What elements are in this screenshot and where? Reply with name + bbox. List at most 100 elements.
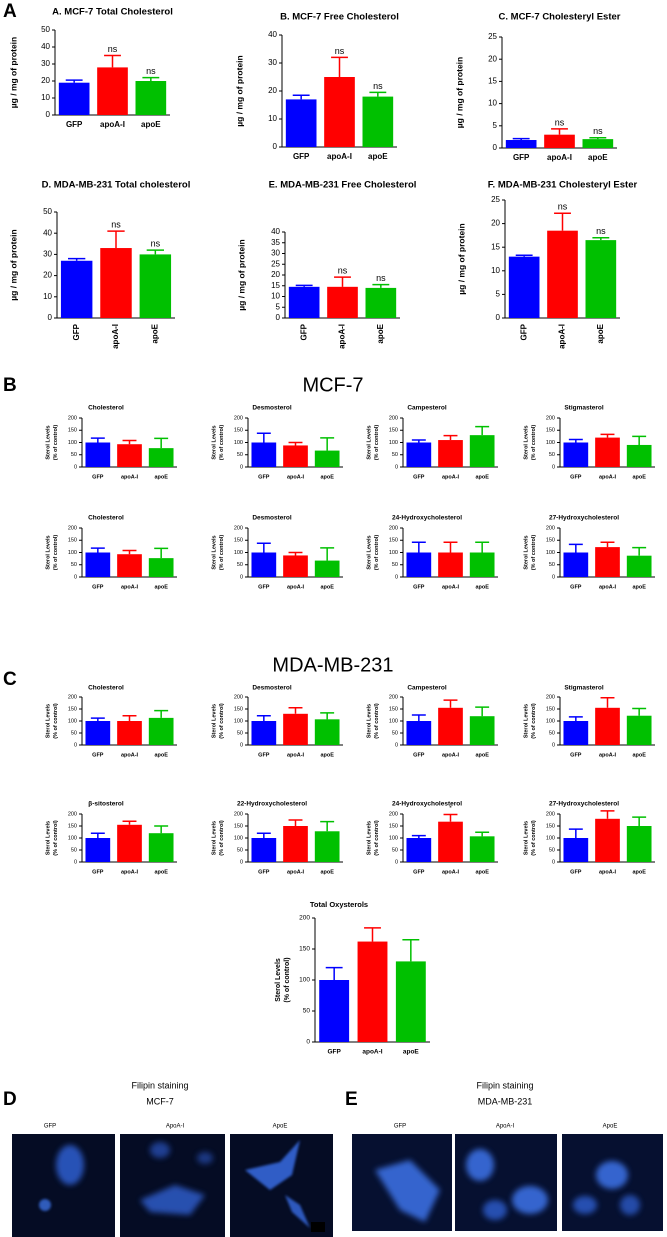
x-tick-label: apoE: [154, 869, 168, 875]
bar: [357, 941, 388, 1042]
bar: [563, 442, 589, 467]
y-axis-label: Sterol Levels: [366, 704, 372, 738]
error-bar: [568, 438, 583, 443]
x-tick-label: apoA-I: [111, 324, 120, 349]
error-bar: [568, 543, 583, 553]
y-tick-label: 0: [74, 859, 77, 865]
image-label: GFP: [394, 1124, 406, 1130]
y-axis-label: µg / mg of protein: [234, 55, 244, 126]
y-tick-label: 100: [234, 440, 243, 446]
y-tick-label: 150: [234, 823, 243, 829]
bar: [438, 440, 463, 467]
y-tick-label: 50: [392, 452, 398, 458]
y-tick-label: 100: [389, 550, 398, 556]
error-bar: [331, 56, 348, 77]
x-tick-label: apoA-I: [287, 752, 305, 758]
y-tick-label: 40: [271, 227, 280, 236]
error-bar: [288, 707, 303, 714]
y-tick-label: 20: [268, 86, 277, 95]
y-tick-label: 50: [237, 452, 243, 458]
y-tick-label: 100: [68, 835, 77, 841]
bar: [438, 821, 463, 862]
y-tick-label: 10: [271, 292, 280, 301]
error-bar: [443, 434, 458, 441]
y-tick-label: 150: [389, 823, 398, 829]
error-bar: [515, 254, 533, 257]
error-bar: [475, 831, 490, 837]
y-tick-label: 200: [68, 525, 77, 531]
y-tick-label: 0: [395, 742, 398, 748]
y-tick-label: 150: [234, 428, 243, 434]
y-axis-label: Sterol Levels: [211, 821, 217, 855]
y-tick-label: 25: [488, 32, 497, 41]
bar: [595, 707, 620, 745]
bar: [85, 838, 111, 862]
annotation: ns: [593, 126, 603, 136]
y-tick-label: 5: [496, 290, 501, 299]
bar: [148, 717, 174, 745]
annotation: ns: [373, 81, 383, 91]
error-bar: [334, 276, 351, 287]
error-bar: [288, 819, 303, 826]
y-tick-label: 50: [392, 847, 398, 853]
y-tick-label: 0: [496, 313, 501, 322]
y-tick-label: 200: [234, 811, 243, 817]
x-tick-label: GFP: [413, 474, 425, 480]
x-tick-label: apoE: [320, 584, 334, 590]
x-tick-label: apoA-I: [362, 1049, 382, 1056]
bar: [135, 81, 167, 115]
y-tick-label: 50: [392, 730, 398, 736]
x-tick-label: GFP: [258, 869, 270, 875]
error-bar: [411, 834, 426, 838]
error-bar: [551, 128, 568, 135]
y-axis-label: (% of control): [531, 820, 537, 856]
y-tick-label: 30: [43, 250, 52, 259]
bar: [508, 256, 540, 318]
error-bar: [295, 284, 313, 287]
y-tick-label: 150: [389, 706, 398, 712]
y-axis-label: (% of control): [374, 535, 380, 571]
bar: [314, 450, 340, 467]
bar: [406, 838, 432, 862]
error-bar: [68, 257, 86, 261]
x-tick-label: GFP: [570, 752, 582, 758]
y-tick-label: 0: [552, 859, 555, 865]
error-bar: [372, 283, 390, 288]
bar: [469, 435, 495, 467]
bar: [283, 826, 308, 862]
micrograph: [352, 1134, 452, 1231]
x-tick-label: apoA-I: [327, 152, 352, 161]
error-bar: [364, 927, 381, 942]
error-bar: [256, 832, 271, 838]
y-axis-label: Sterol Levels: [45, 535, 51, 569]
x-tick-label: apoE: [150, 323, 159, 343]
bar: [582, 139, 614, 148]
error-bar: [288, 551, 303, 556]
x-tick-label: apoE: [475, 584, 489, 590]
bar: [97, 67, 128, 115]
bar: [595, 818, 620, 862]
bar: [505, 140, 537, 148]
bar: [139, 254, 172, 318]
error-bar: [475, 541, 490, 553]
bar: [595, 547, 620, 577]
y-tick-label: 150: [546, 538, 555, 544]
error-bar: [600, 433, 615, 438]
chart-title: E. MDA-MB-231 Free Cholesterol: [269, 180, 417, 191]
y-tick-label: 50: [549, 847, 555, 853]
error-bar: [104, 54, 121, 68]
image-label: ApoA-I: [166, 1124, 185, 1130]
bar: [251, 721, 277, 745]
error-bar: [122, 439, 137, 445]
x-tick-label: apoE: [632, 584, 646, 590]
y-tick-label: 20: [491, 219, 500, 228]
error-bar: [600, 810, 615, 819]
y-tick-label: 0: [240, 574, 243, 580]
y-tick-label: 15: [488, 77, 497, 86]
x-tick-label: apoE: [632, 752, 646, 758]
y-tick-label: 100: [68, 718, 77, 724]
y-axis-label: Sterol Levels: [523, 704, 529, 738]
annotation: ns: [151, 239, 161, 249]
y-tick-label: 50: [43, 207, 52, 216]
x-tick-label: apoE: [475, 474, 489, 480]
